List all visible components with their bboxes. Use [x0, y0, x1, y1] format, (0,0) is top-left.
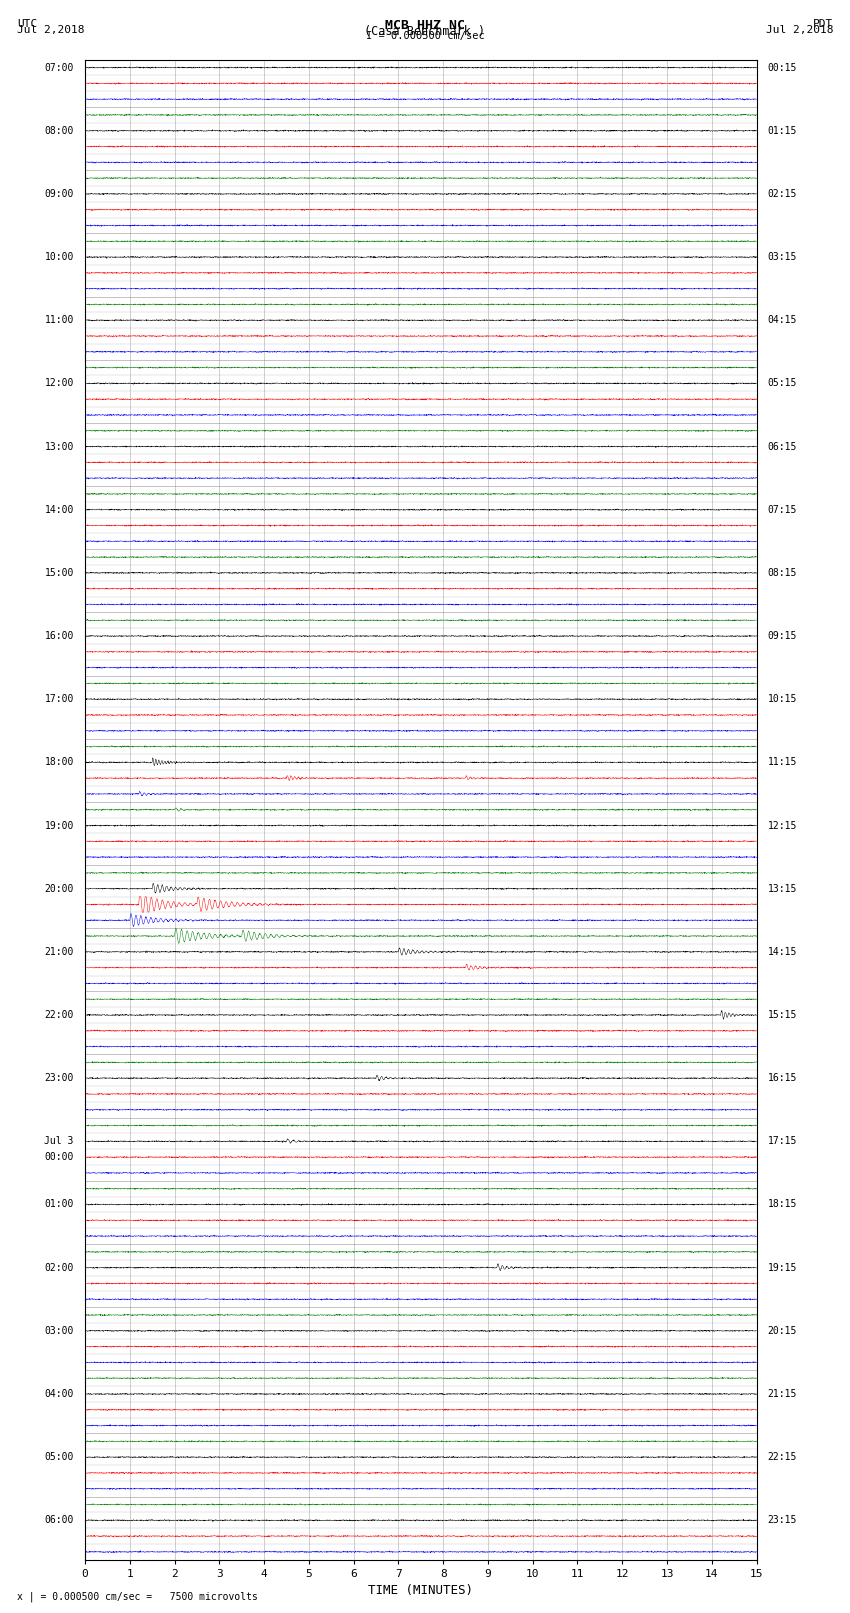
Text: 17:15: 17:15	[768, 1136, 797, 1147]
Text: MCB HHZ NC: MCB HHZ NC	[385, 18, 465, 32]
Text: 22:00: 22:00	[44, 1010, 74, 1019]
Text: Jul 2,2018: Jul 2,2018	[766, 24, 833, 35]
Text: 11:15: 11:15	[768, 758, 797, 768]
Text: 02:15: 02:15	[768, 189, 797, 198]
Text: 20:00: 20:00	[44, 884, 74, 894]
Text: 15:00: 15:00	[44, 568, 74, 577]
X-axis label: TIME (MINUTES): TIME (MINUTES)	[368, 1584, 473, 1597]
Text: 13:15: 13:15	[768, 884, 797, 894]
Text: 21:00: 21:00	[44, 947, 74, 957]
Text: 14:00: 14:00	[44, 505, 74, 515]
Text: 09:15: 09:15	[768, 631, 797, 640]
Text: Jul 2,2018: Jul 2,2018	[17, 24, 84, 35]
Text: 19:15: 19:15	[768, 1263, 797, 1273]
Text: 01:15: 01:15	[768, 126, 797, 135]
Text: 13:00: 13:00	[44, 442, 74, 452]
Text: 20:15: 20:15	[768, 1326, 797, 1336]
Text: 03:15: 03:15	[768, 252, 797, 261]
Text: 15:15: 15:15	[768, 1010, 797, 1019]
Text: 08:00: 08:00	[44, 126, 74, 135]
Text: x | = 0.000500 cm/sec =   7500 microvolts: x | = 0.000500 cm/sec = 7500 microvolts	[17, 1590, 258, 1602]
Text: Jul 3: Jul 3	[44, 1136, 74, 1147]
Text: 10:15: 10:15	[768, 694, 797, 705]
Text: (Casa Benchmark ): (Casa Benchmark )	[365, 24, 485, 39]
Text: 02:00: 02:00	[44, 1263, 74, 1273]
Text: 07:15: 07:15	[768, 505, 797, 515]
Text: 23:00: 23:00	[44, 1073, 74, 1084]
Text: 14:15: 14:15	[768, 947, 797, 957]
Text: 12:00: 12:00	[44, 379, 74, 389]
Text: 18:00: 18:00	[44, 758, 74, 768]
Text: 07:00: 07:00	[44, 63, 74, 73]
Text: 12:15: 12:15	[768, 821, 797, 831]
Text: 00:00: 00:00	[44, 1152, 74, 1161]
Text: 18:15: 18:15	[768, 1200, 797, 1210]
Text: 22:15: 22:15	[768, 1452, 797, 1461]
Text: 00:15: 00:15	[768, 63, 797, 73]
Text: 16:15: 16:15	[768, 1073, 797, 1084]
Text: 06:15: 06:15	[768, 442, 797, 452]
Text: 06:00: 06:00	[44, 1515, 74, 1526]
Text: 04:15: 04:15	[768, 315, 797, 326]
Text: 19:00: 19:00	[44, 821, 74, 831]
Text: 16:00: 16:00	[44, 631, 74, 640]
Text: 04:00: 04:00	[44, 1389, 74, 1398]
Text: 21:15: 21:15	[768, 1389, 797, 1398]
Text: I = 0.000500 cm/sec: I = 0.000500 cm/sec	[366, 31, 484, 40]
Text: 17:00: 17:00	[44, 694, 74, 705]
Text: 08:15: 08:15	[768, 568, 797, 577]
Text: 05:00: 05:00	[44, 1452, 74, 1461]
Text: 10:00: 10:00	[44, 252, 74, 261]
Text: 03:00: 03:00	[44, 1326, 74, 1336]
Text: 05:15: 05:15	[768, 379, 797, 389]
Text: 23:15: 23:15	[768, 1515, 797, 1526]
Text: 01:00: 01:00	[44, 1200, 74, 1210]
Text: 11:00: 11:00	[44, 315, 74, 326]
Text: 09:00: 09:00	[44, 189, 74, 198]
Text: PDT: PDT	[813, 18, 833, 29]
Text: UTC: UTC	[17, 18, 37, 29]
